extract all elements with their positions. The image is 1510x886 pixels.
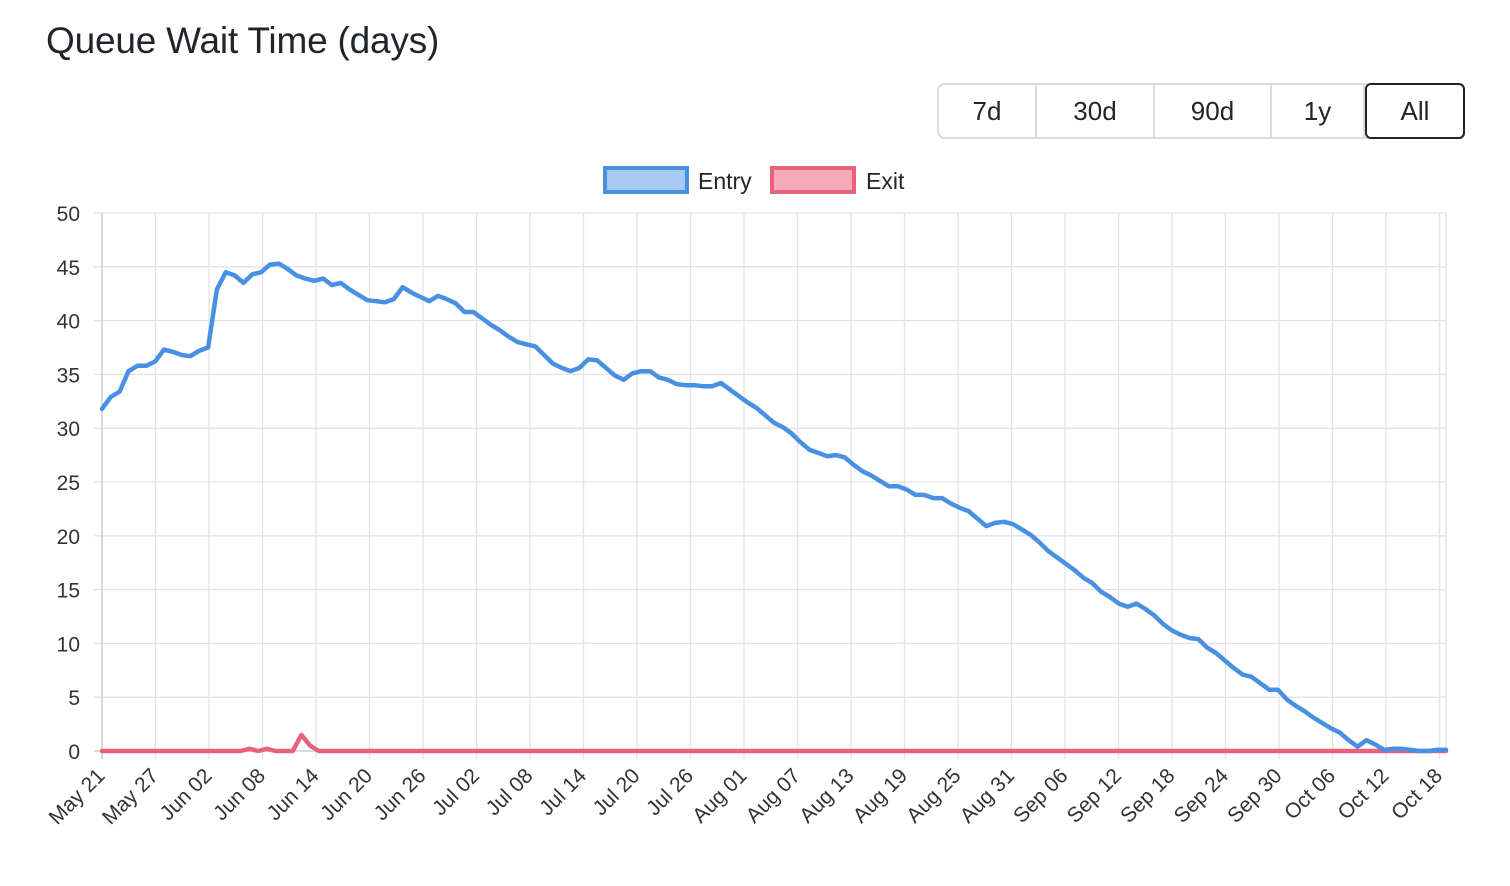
x-tick-label: Sep 30 [1223, 764, 1286, 827]
x-tick-label: Jun 02 [156, 764, 217, 825]
x-tick-label: Sep 18 [1116, 764, 1179, 827]
legend-item-entry[interactable]: Entry [603, 166, 752, 194]
y-tick-label: 35 [57, 364, 80, 387]
legend-swatch-exit [770, 166, 856, 194]
chart-series [99, 261, 1449, 754]
x-tick-label: Jun 14 [263, 764, 324, 825]
x-tick-label: Jun 26 [370, 764, 431, 825]
time-range-selector: 7d 30d 90d 1y All [937, 83, 1465, 139]
y-tick-label: 15 [57, 580, 80, 603]
y-tick-label: 30 [57, 418, 80, 441]
x-tick-label: Jul 20 [589, 764, 645, 820]
x-tick-label: Jul 08 [482, 764, 538, 820]
x-tick-label: Sep 24 [1170, 764, 1234, 828]
y-tick-label: 0 [68, 741, 80, 764]
range-all-button[interactable]: All [1365, 83, 1465, 139]
x-tick-label: Jun 08 [209, 764, 270, 825]
legend-label-entry: Entry [698, 168, 752, 194]
x-tick-label: Aug 01 [688, 764, 751, 827]
x-tick-label: Sep 12 [1063, 764, 1126, 827]
series-line-exit [99, 732, 1449, 754]
y-tick-label: 20 [57, 526, 80, 549]
chart-legend: Entry Exit [603, 166, 905, 194]
legend-label-exit: Exit [866, 168, 905, 194]
y-tick-label: 10 [57, 633, 80, 656]
x-tick-label: Aug 13 [795, 764, 858, 827]
x-tick-label: Oct 12 [1334, 764, 1394, 824]
x-tick-label: Oct 06 [1280, 764, 1340, 824]
x-tick-label: Aug 31 [956, 764, 1019, 827]
y-tick-label: 25 [57, 472, 80, 495]
x-tick-label: Aug 19 [849, 764, 912, 827]
x-tick-label: Oct 18 [1387, 764, 1447, 824]
chart-grid [94, 212, 1447, 759]
x-tick-label: Aug 07 [742, 764, 805, 827]
range-1y-button[interactable]: 1y [1272, 85, 1365, 137]
legend-item-exit[interactable]: Exit [770, 166, 905, 194]
x-tick-label: Jun 20 [316, 764, 377, 825]
x-tick-label: May 21 [45, 764, 110, 829]
y-tick-label: 45 [57, 257, 80, 280]
y-tick-label: 5 [68, 687, 80, 710]
range-7d-button[interactable]: 7d [939, 85, 1037, 137]
x-tick-label: Jul 02 [428, 764, 484, 820]
page-title: Queue Wait Time (days) [46, 20, 440, 61]
range-30d-button[interactable]: 30d [1037, 85, 1155, 137]
x-tick-label: Sep 06 [1009, 764, 1072, 827]
range-90d-button[interactable]: 90d [1155, 85, 1272, 137]
y-tick-label: 50 [57, 203, 80, 226]
x-tick-label: Jul 14 [535, 764, 591, 820]
x-tick-label: May 27 [98, 764, 163, 829]
legend-swatch-entry [603, 166, 689, 194]
series-line-entry [99, 261, 1449, 754]
x-tick-label: Aug 25 [902, 764, 965, 827]
y-tick-label: 40 [57, 311, 80, 334]
